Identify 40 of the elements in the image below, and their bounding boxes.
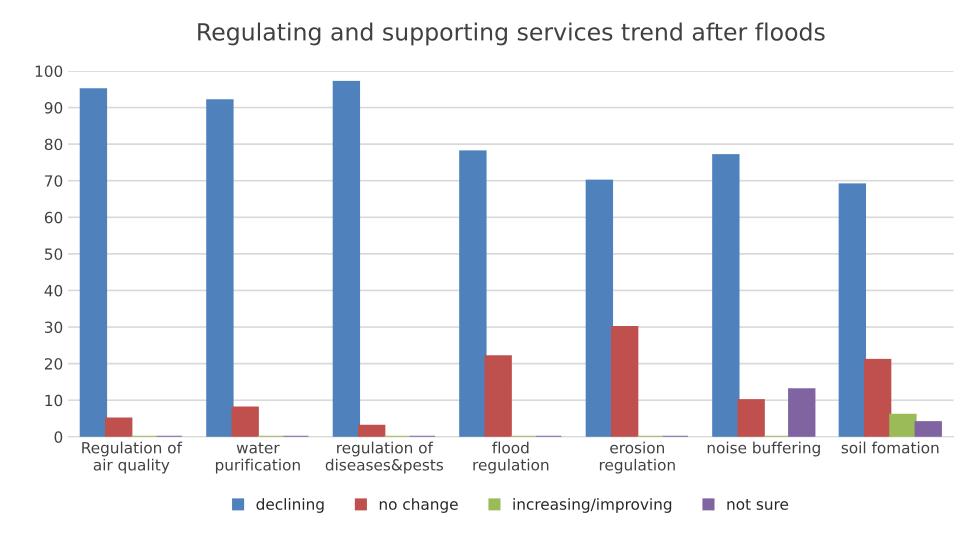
bar	[105, 417, 132, 437]
bar	[459, 150, 487, 437]
bar	[610, 326, 638, 437]
y-tick-label: 100	[36, 65, 62, 77]
y-tick-label: 50	[44, 248, 62, 260]
y-tick-label: 40	[44, 284, 62, 296]
legend-label: not sure	[727, 498, 788, 510]
y-tick-label: 30	[44, 322, 62, 334]
bar	[788, 388, 816, 437]
y-tick-label: 10	[45, 394, 62, 406]
y-tick-label: 90	[44, 102, 62, 114]
x-tick-label: noise buffering	[708, 442, 820, 456]
y-tick-label: 60	[44, 212, 62, 224]
x-tick-label: water purification	[216, 442, 300, 474]
bar	[889, 414, 917, 437]
x-tick-label: flood regulation	[473, 442, 548, 474]
bar	[358, 424, 386, 437]
x-tick-label: soil fomation	[842, 442, 938, 454]
legend-label: declining	[256, 498, 324, 513]
y-tick-label: 0	[54, 431, 62, 443]
y-tick-label: 20	[44, 358, 62, 370]
x-tick-label: erosion regulation	[600, 442, 675, 474]
legend-label: increasing/improving	[513, 498, 672, 513]
bar	[206, 99, 234, 437]
bar	[864, 358, 892, 437]
bar	[712, 154, 740, 437]
bar	[838, 183, 866, 437]
bar	[332, 80, 360, 437]
chart-title: Regulating and supporting services trend after floods	[198, 22, 825, 46]
bar	[232, 406, 259, 437]
x-tick-label: Regulation of air quality	[82, 442, 182, 474]
y-tick-label: 70	[45, 175, 62, 187]
bar	[80, 88, 108, 437]
bar	[914, 421, 942, 437]
y-tick-label: 80	[44, 138, 62, 150]
bar	[484, 355, 512, 437]
bar	[586, 180, 614, 437]
bar	[737, 399, 765, 437]
legend-label: no change	[380, 498, 458, 513]
x-tick-label: regulation of diseases&pests	[326, 442, 444, 474]
